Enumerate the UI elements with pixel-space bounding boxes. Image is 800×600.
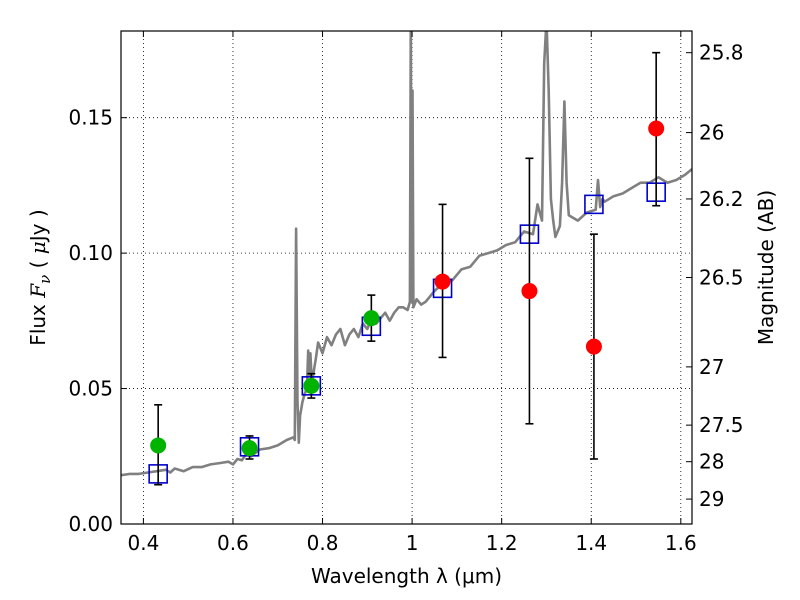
- y2-tick-label: 29: [699, 487, 724, 511]
- y2-tick-label: 26: [699, 121, 724, 145]
- y2-axis-title: Magnitude (AB): [754, 190, 778, 345]
- model-photometry-square: [584, 194, 604, 215]
- y2-tick-label: 25.8: [699, 41, 744, 65]
- red-data-point: [434, 273, 451, 290]
- x-axis-title: Wavelength λ (μm): [311, 564, 502, 588]
- y2-tick-label: 26.5: [699, 266, 744, 290]
- y-axis-title-part: ν: [36, 275, 54, 284]
- y-axis-title-part: μ: [26, 241, 50, 254]
- green-data-point: [150, 437, 167, 454]
- green-data-point: [241, 440, 258, 457]
- y-axis-title-part: Jy ): [26, 209, 50, 243]
- grid-lines: [121, 31, 692, 524]
- spectrum-line: [121, 31, 692, 477]
- green-data-point: [363, 310, 380, 327]
- plot-frame: [120, 30, 693, 525]
- x-tick-label: 0.8: [307, 531, 339, 555]
- y-axis-title-part: Flux: [26, 298, 50, 346]
- x-tick-label: 1.4: [575, 531, 607, 555]
- y-tick-label: 0.15: [68, 106, 113, 130]
- red-data-point: [648, 120, 665, 137]
- x-tick-label: 0.4: [127, 531, 159, 555]
- y-axis-title-part: F: [26, 283, 50, 299]
- y-axis-title: Flux Fν ( μJy ): [26, 209, 54, 345]
- x-tick-label: 1.6: [665, 531, 697, 555]
- y-tick-label: 0.05: [68, 377, 113, 401]
- y-tick-label: 0.10: [68, 241, 113, 265]
- y2-tick-label: 27.5: [699, 413, 744, 437]
- x-tick-label: 1: [406, 531, 419, 555]
- y-axis-title-part: (: [26, 254, 50, 275]
- y2-tick-label: 28: [699, 450, 724, 474]
- x-tick-label: 0.6: [217, 531, 249, 555]
- x-tick-label: 1.2: [486, 531, 518, 555]
- series-layer: [121, 31, 692, 486]
- y-tick-label: 0.00: [68, 512, 113, 536]
- ticks: 0.4 0.6 0.8 1 1.2 1.4 1.6 0.00 0.05 0.10 0.15 25.8 2…: [68, 31, 744, 555]
- red-data-point: [521, 283, 538, 300]
- y2-tick-label: 27: [699, 355, 724, 379]
- y2-tick-label: 26.2: [699, 187, 744, 211]
- green-data-point: [303, 377, 320, 394]
- red-data-point: [585, 338, 602, 355]
